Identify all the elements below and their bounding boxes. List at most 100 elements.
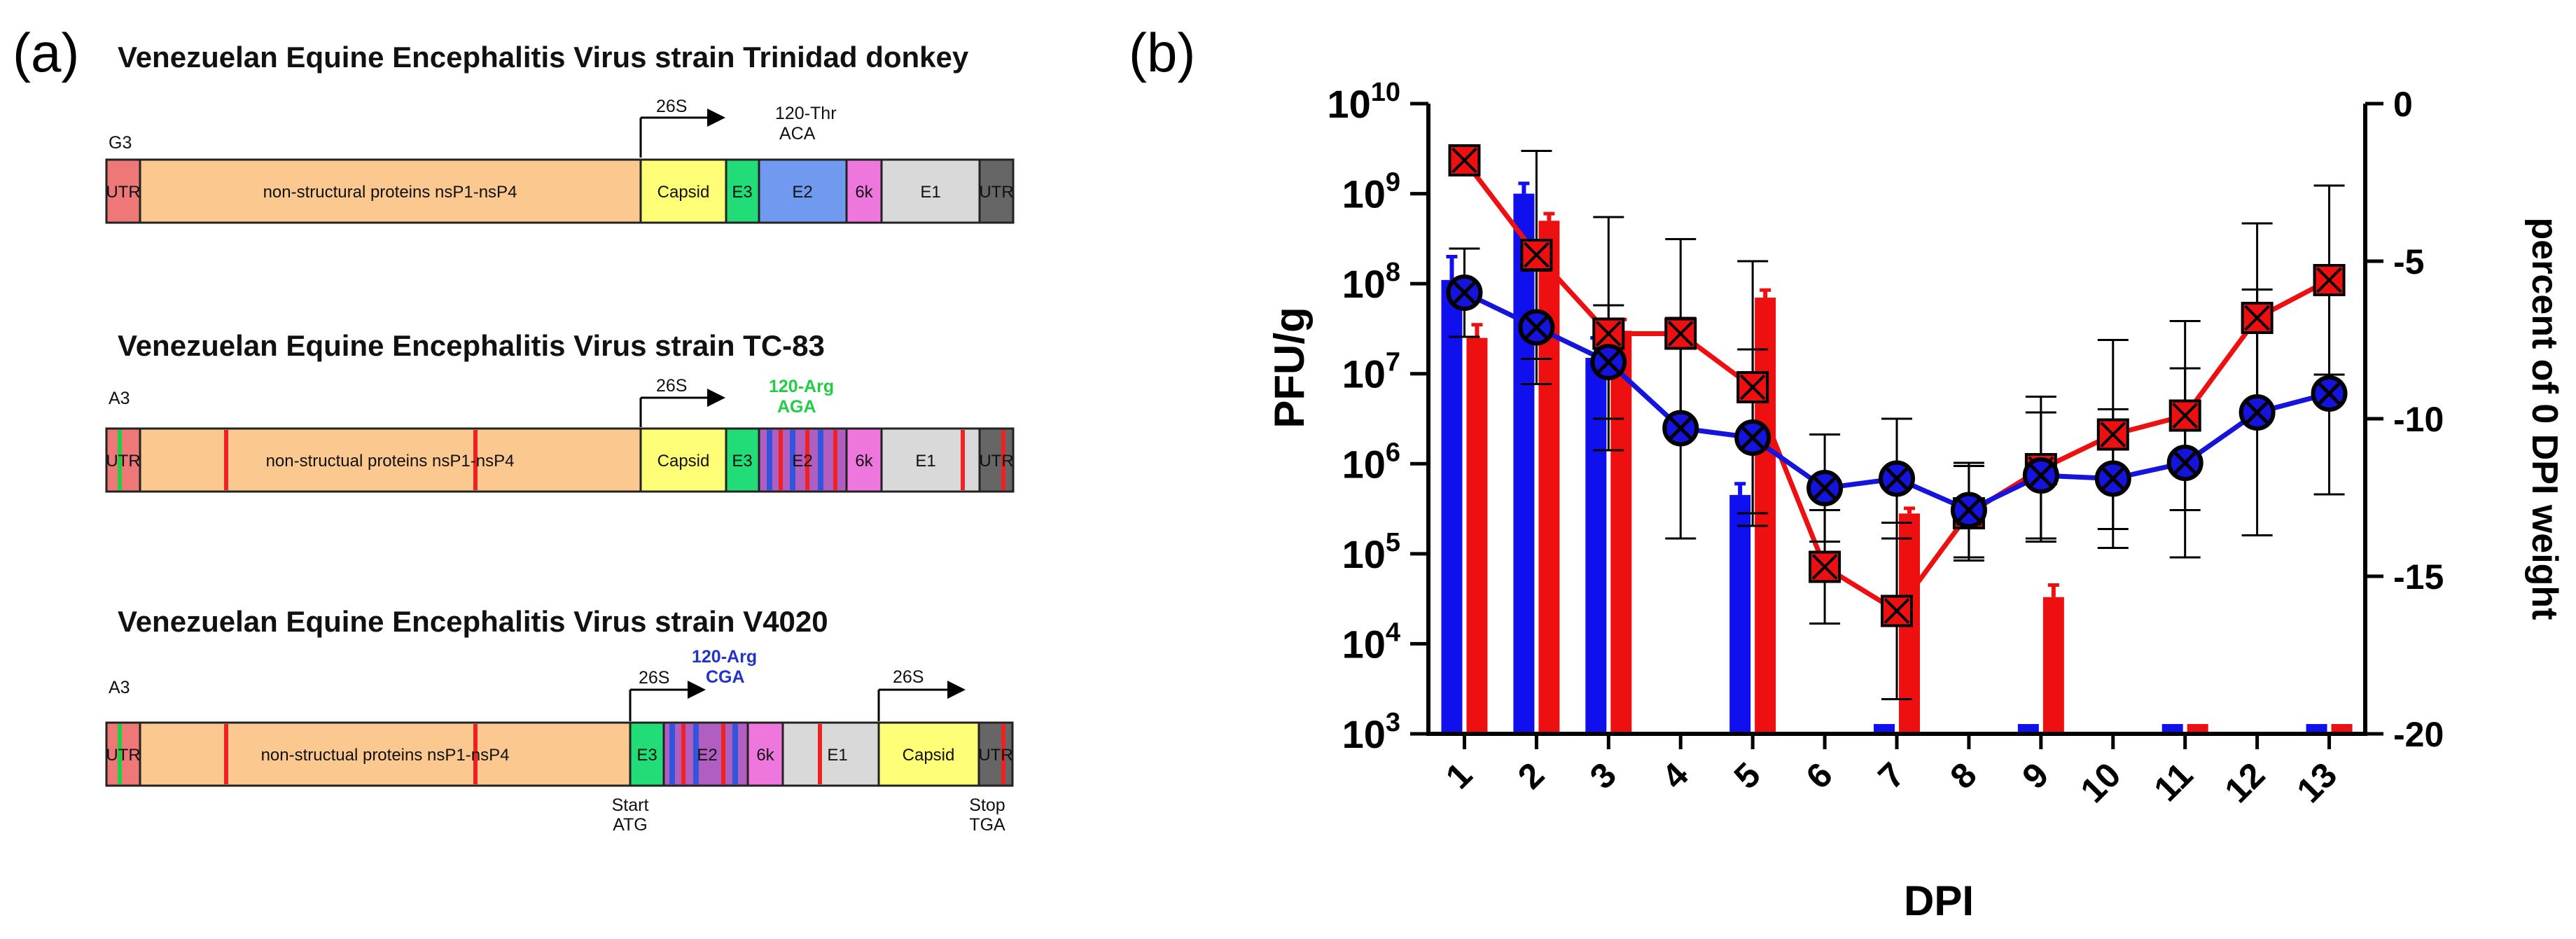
weight-lines bbox=[1446, 144, 2348, 700]
y-axis-ticks: 103 104 105 106 107 108 109 1010 bbox=[1327, 78, 1428, 756]
segment-nsp bbox=[139, 158, 642, 224]
weight-marker-cross bbox=[1451, 147, 1477, 174]
strain-title: Venezuelan Equine Encephalitis Virus str… bbox=[118, 605, 828, 638]
segment-label: non-structual proteins nsP1-nsP4 bbox=[266, 452, 515, 471]
weight-marker-cross bbox=[1595, 321, 1622, 347]
y-tick-label: 106 bbox=[1342, 438, 1400, 486]
mutation-mark bbox=[224, 724, 228, 784]
y2-tick-label: -10 bbox=[2393, 400, 2444, 439]
bar bbox=[1729, 494, 1751, 734]
segment-label: 6k bbox=[855, 452, 873, 471]
stripe bbox=[693, 724, 699, 784]
y2-axis-label: percent of 0 DPI weight bbox=[2524, 218, 2565, 620]
bar bbox=[1610, 331, 1632, 734]
weight-marker-cross bbox=[1524, 315, 1549, 340]
x-tick-label: 5 bbox=[1727, 755, 1768, 796]
y2-tick-label: 0 bbox=[2393, 85, 2413, 124]
weight-marker-cross bbox=[2029, 464, 2053, 487]
segment-utr bbox=[105, 721, 141, 787]
bar bbox=[2187, 724, 2208, 734]
weight-marker-cross bbox=[2100, 422, 2126, 447]
x-tick-label: 12 bbox=[2217, 755, 2272, 810]
stop-label: Stop bbox=[969, 795, 1005, 815]
bar bbox=[2042, 597, 2064, 734]
segment-label: E1 bbox=[920, 183, 940, 202]
segment-utr-3 bbox=[978, 427, 1015, 493]
stripe bbox=[767, 430, 772, 490]
segment-label: E2 bbox=[792, 183, 812, 202]
panel-b-label: (b) bbox=[1129, 22, 1195, 83]
panel-a-label: (a) bbox=[13, 22, 79, 83]
segment-utr-3 bbox=[977, 721, 1014, 787]
segment-label: E1 bbox=[915, 452, 935, 471]
x-tick-label: 9 bbox=[2014, 755, 2056, 796]
y-tick-label: 108 bbox=[1342, 258, 1400, 306]
stop-codon: TGA bbox=[969, 815, 1005, 835]
y-tick-label: 109 bbox=[1342, 168, 1400, 216]
weight-marker-cross bbox=[1811, 554, 1838, 580]
y2-tick-label: -5 bbox=[2393, 242, 2424, 281]
weight-marker-cross bbox=[2244, 305, 2271, 331]
segment-label: E1 bbox=[827, 746, 847, 765]
weight-marker-cross bbox=[1452, 281, 1477, 305]
strain-prefix: G3 bbox=[109, 133, 132, 153]
y2-axis-ticks: 0 -5 -10 -15 -20 bbox=[2365, 85, 2444, 754]
mutation-mark bbox=[961, 430, 965, 490]
segment-label: E3 bbox=[732, 183, 752, 202]
bar bbox=[1755, 298, 1776, 734]
annotation-line1: 120-Thr bbox=[775, 104, 837, 123]
annotation-line2: CGA bbox=[706, 667, 745, 687]
mutation-mark bbox=[473, 430, 478, 490]
segment-label: E3 bbox=[732, 452, 752, 471]
segment-e3 bbox=[725, 158, 760, 224]
mutation-mark bbox=[1001, 430, 1005, 490]
segment-e1 bbox=[880, 158, 981, 224]
segment-label: non-structural proteins nsP1-nsP4 bbox=[263, 183, 517, 202]
mutation-mark bbox=[681, 724, 685, 784]
segment-capsid bbox=[639, 158, 727, 224]
segment-nsp bbox=[139, 721, 632, 787]
x-tick-label: 10 bbox=[2073, 755, 2129, 810]
segment-label: E2 bbox=[792, 452, 812, 471]
genome-map-v4020: Venezuelan Equine Encephalitis Virus str… bbox=[105, 605, 1014, 835]
mutation-mark bbox=[118, 430, 122, 490]
weight-marker-cross bbox=[1739, 374, 1766, 401]
x-tick-label: 4 bbox=[1655, 755, 1696, 796]
promoter-label: 26S bbox=[656, 376, 687, 396]
y-tick-label: 1010 bbox=[1327, 78, 1400, 126]
mutation-mark bbox=[1001, 724, 1005, 784]
segment-label: Capsid bbox=[903, 746, 955, 765]
strain-prefix: A3 bbox=[109, 389, 130, 408]
stripe bbox=[818, 430, 823, 490]
segment-label: UTR bbox=[978, 746, 1012, 765]
bar bbox=[2017, 724, 2039, 734]
x-tick-label: 3 bbox=[1582, 755, 1624, 796]
y-tick-label: 107 bbox=[1342, 348, 1400, 396]
panel-a: (a) Venezuelan Equine Encephalitis Virus… bbox=[13, 22, 1015, 835]
y2-tick-label: -15 bbox=[2393, 557, 2444, 597]
annotation-line1: 120-Arg bbox=[769, 377, 834, 396]
segment-6k bbox=[845, 158, 883, 224]
stripe bbox=[790, 430, 795, 490]
bar bbox=[1538, 221, 1560, 735]
segment-label: UTR bbox=[979, 452, 1013, 471]
segment-label: UTR bbox=[106, 452, 140, 471]
segment-label: E2 bbox=[697, 746, 717, 765]
y-tick-label: 103 bbox=[1342, 708, 1400, 756]
mutation-mark bbox=[224, 430, 228, 490]
x-tick-label: 11 bbox=[2146, 755, 2200, 809]
segment-label: UTR bbox=[106, 183, 140, 202]
promoter-label: 26S bbox=[639, 668, 669, 688]
bar bbox=[2161, 724, 2183, 734]
weight-marker-cross bbox=[1957, 498, 1981, 522]
x-axis-label: DPI bbox=[1904, 877, 1974, 924]
x-tick-label: 6 bbox=[1799, 755, 1840, 796]
genome-map-tc83: Venezuelan Equine Encephalitis Virus str… bbox=[105, 329, 1015, 493]
x-axis-ticks: 1 2 3 4 5 6 7 8 9 10 11 12 13 bbox=[1438, 734, 2344, 810]
promoter-label: 26S bbox=[656, 97, 687, 116]
annotation-line1: 120-Arg bbox=[692, 647, 757, 667]
promoter2-arrow-head bbox=[947, 681, 966, 699]
start-label: Start bbox=[612, 795, 649, 815]
